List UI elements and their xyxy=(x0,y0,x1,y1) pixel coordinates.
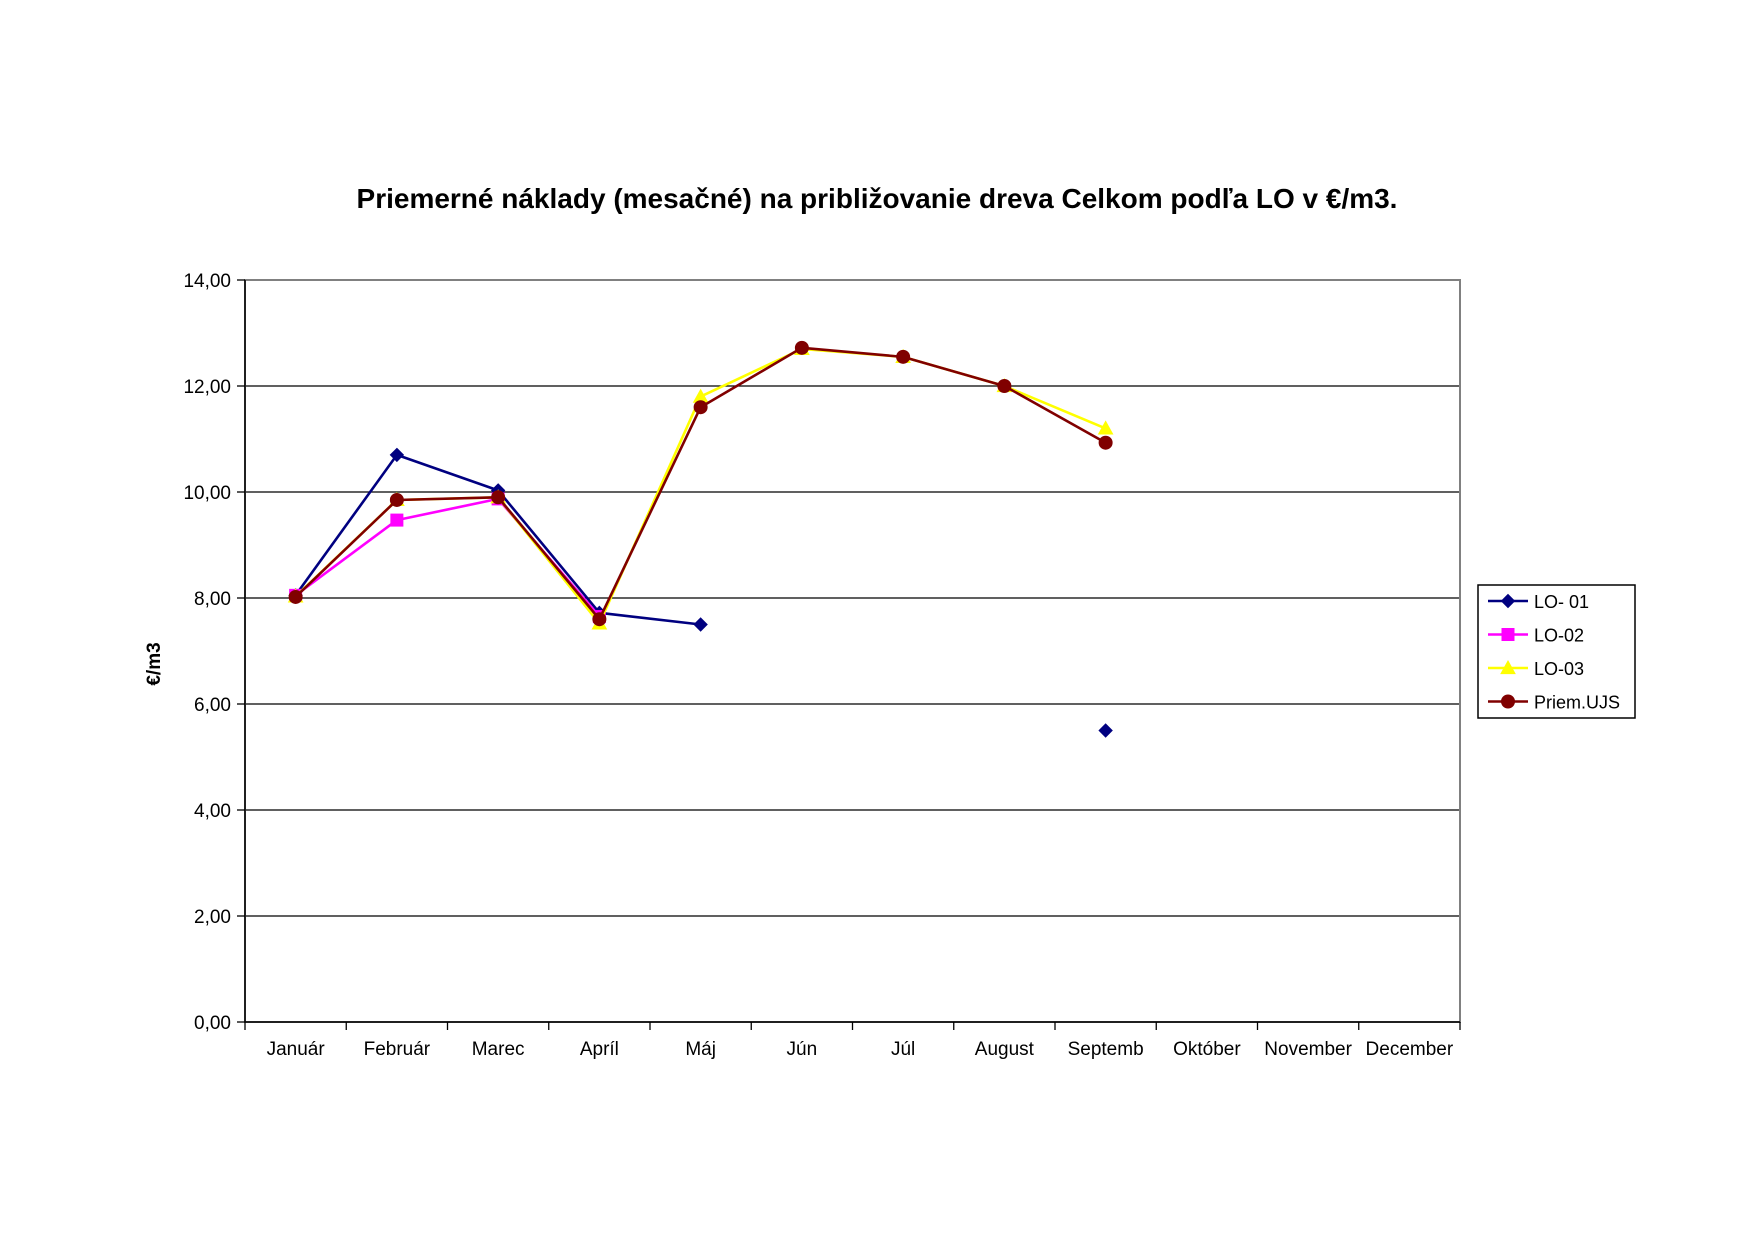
x-tick-label-6: Júl xyxy=(891,1039,915,1060)
y-tick-label-1: 2,00 xyxy=(194,907,231,928)
legend-label-0: LO- 01 xyxy=(1534,592,1589,612)
legend-label-2: LO-03 xyxy=(1534,659,1584,679)
legend-label-3: Priem.UJS xyxy=(1534,693,1620,713)
y-tick-label-6: 12,00 xyxy=(183,377,231,398)
x-tick-label-9: Október xyxy=(1173,1039,1241,1060)
series-lines xyxy=(287,340,1114,738)
x-tick-label-3: Apríl xyxy=(580,1039,619,1060)
axes: 0,00 2,00 4,00 6,00 8,00 10,00 12,00 14,00 Januá… xyxy=(183,271,1461,1060)
series-3-point-3 xyxy=(592,612,607,627)
x-tick-label-0: Január xyxy=(267,1039,326,1060)
x-tick-label-8: Septemb xyxy=(1068,1039,1144,1060)
legend-marker-3 xyxy=(1501,694,1515,709)
x-tick-label-11: December xyxy=(1366,1039,1454,1060)
series-3-point-4 xyxy=(693,400,708,415)
legend: LO- 01 LO-02 LO-03 Priem.UJS xyxy=(1477,584,1636,719)
legend-marker-0 xyxy=(1500,593,1516,609)
series-1-point-1 xyxy=(390,513,404,527)
series-2 xyxy=(287,340,1114,630)
gridlines xyxy=(245,385,1460,917)
series-3-point-7 xyxy=(997,379,1012,393)
legend-marker-1 xyxy=(1501,628,1515,641)
x-tick-label-5: Jún xyxy=(787,1039,818,1060)
y-tick-label-2: 4,00 xyxy=(194,801,231,822)
series-0-point-8 xyxy=(1098,723,1113,738)
x-tick-label-10: November xyxy=(1264,1039,1352,1060)
y-tick-label-7: 14,00 xyxy=(183,271,231,292)
series-0-point-1 xyxy=(389,447,405,463)
series-3-point-5 xyxy=(794,340,809,355)
series-3-point-0 xyxy=(288,589,303,604)
x-tick-label-2: Marec xyxy=(472,1039,525,1060)
x-tick-label-7: August xyxy=(975,1039,1035,1060)
series-3-point-2 xyxy=(491,490,506,505)
chart-title: Priemerné náklady (mesačné) na približov… xyxy=(357,183,1398,214)
y-axis-title: €/m3 xyxy=(144,642,165,685)
x-tick-label-4: Máj xyxy=(685,1039,716,1060)
series-3 xyxy=(288,340,1113,627)
y-tick-label-3: 6,00 xyxy=(194,695,231,716)
legend-label-1: LO-02 xyxy=(1534,626,1584,646)
y-tick-label-5: 10,00 xyxy=(183,483,231,504)
series-3-point-8 xyxy=(1098,435,1113,450)
legend-marker-2 xyxy=(1500,659,1516,675)
x-tick-label-1: Február xyxy=(364,1039,431,1060)
series-3-line-0 xyxy=(294,346,1107,621)
y-tick-label-4: 8,00 xyxy=(194,589,231,610)
series-3-point-1 xyxy=(389,492,404,507)
series-3-point-6 xyxy=(896,349,911,364)
series-2-point-8 xyxy=(1097,420,1114,435)
y-tick-label-0: 0,00 xyxy=(194,1013,231,1034)
series-0-point-4 xyxy=(693,617,708,632)
plot-area xyxy=(244,279,1461,1023)
